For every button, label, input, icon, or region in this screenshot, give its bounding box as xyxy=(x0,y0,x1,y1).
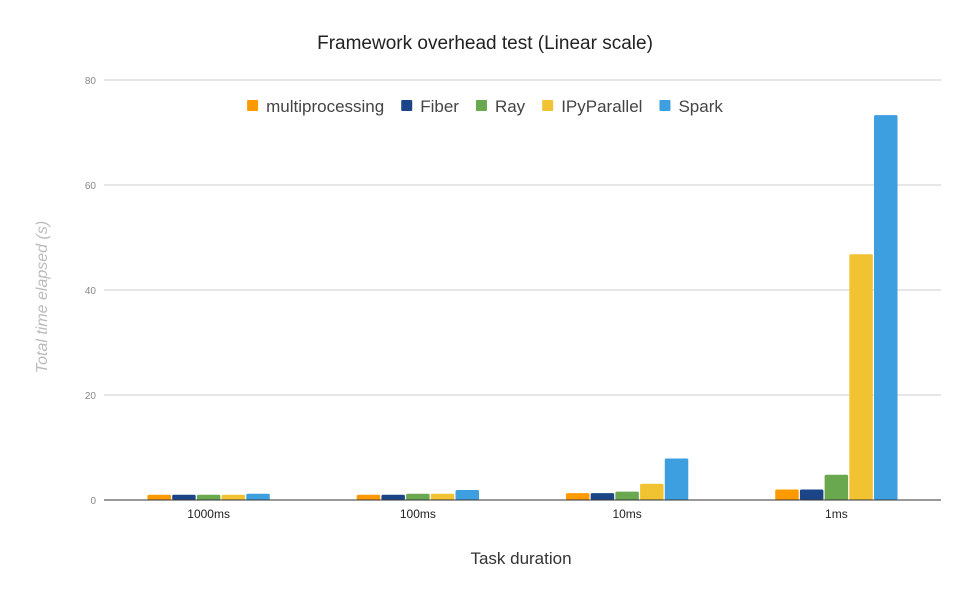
legend-item: Ray xyxy=(475,97,526,116)
legend: multiprocessing Fiber Ray IPyParallel Spark xyxy=(247,97,723,116)
bar-ipyparallel-100ms xyxy=(430,493,455,500)
bar-fiber-1ms xyxy=(799,489,824,500)
legend-label: Spark xyxy=(678,97,723,116)
bar-fiber-100ms xyxy=(381,494,405,500)
bar-fiber-10ms xyxy=(590,493,615,500)
legend-swatch xyxy=(475,100,487,111)
legend-item: multiprocessing xyxy=(247,97,384,116)
y-tick-label: 60 xyxy=(85,181,97,192)
bars xyxy=(147,115,898,501)
bar-ipyparallel-1ms xyxy=(849,254,873,500)
bar-spark-1000ms xyxy=(246,493,270,500)
legend-label: Fiber xyxy=(420,97,459,116)
x-tick-label: 1ms xyxy=(825,507,848,521)
grid-lines xyxy=(104,79,941,396)
legend-swatch xyxy=(659,100,671,111)
legend-item: IPyParallel xyxy=(542,97,642,116)
x-tick-label: 1000ms xyxy=(187,507,230,521)
bar-fiber-1000ms xyxy=(172,494,196,500)
bar-spark-100ms xyxy=(455,490,480,500)
bar-spark-1ms xyxy=(874,115,898,501)
bar-ray-100ms xyxy=(406,493,430,500)
y-tick-label: 80 xyxy=(85,76,97,87)
legend-label: IPyParallel xyxy=(561,97,642,116)
bar-multiprocessing-100ms xyxy=(356,494,381,500)
legend-swatch xyxy=(542,100,554,111)
x-axis-label: Task duration xyxy=(470,549,571,568)
bar-multiprocessing-10ms xyxy=(565,493,590,500)
bar-ipyparallel-10ms xyxy=(640,483,664,500)
legend-item: Spark xyxy=(659,97,723,116)
x-axis-ticks: 1000ms 100ms 10ms 1ms xyxy=(187,507,847,521)
legend-item: Fiber xyxy=(401,97,459,116)
y-tick-label: 0 xyxy=(90,496,96,507)
bar-ipyparallel-1000ms xyxy=(221,494,246,500)
chart-title: Framework overhead test (Linear scale) xyxy=(317,33,653,54)
y-axis-label: Total time elapsed (s) xyxy=(34,221,51,373)
y-axis-ticks: 0 20 40 60 80 xyxy=(85,76,97,507)
x-tick-label: 100ms xyxy=(400,507,436,521)
bar-spark-10ms xyxy=(664,458,689,500)
y-tick-label: 20 xyxy=(85,391,97,402)
bar-multiprocessing-1000ms xyxy=(147,494,171,500)
y-tick-label: 40 xyxy=(85,286,97,297)
legend-label: Ray xyxy=(495,97,526,116)
bar-ray-1ms xyxy=(824,474,849,500)
legend-swatch xyxy=(401,100,413,111)
x-tick-label: 10ms xyxy=(612,507,641,521)
legend-swatch xyxy=(247,100,259,111)
bar-multiprocessing-1ms xyxy=(775,489,799,500)
bar-ray-1000ms xyxy=(196,494,221,500)
legend-label: multiprocessing xyxy=(266,97,384,116)
bar-ray-10ms xyxy=(615,491,639,500)
